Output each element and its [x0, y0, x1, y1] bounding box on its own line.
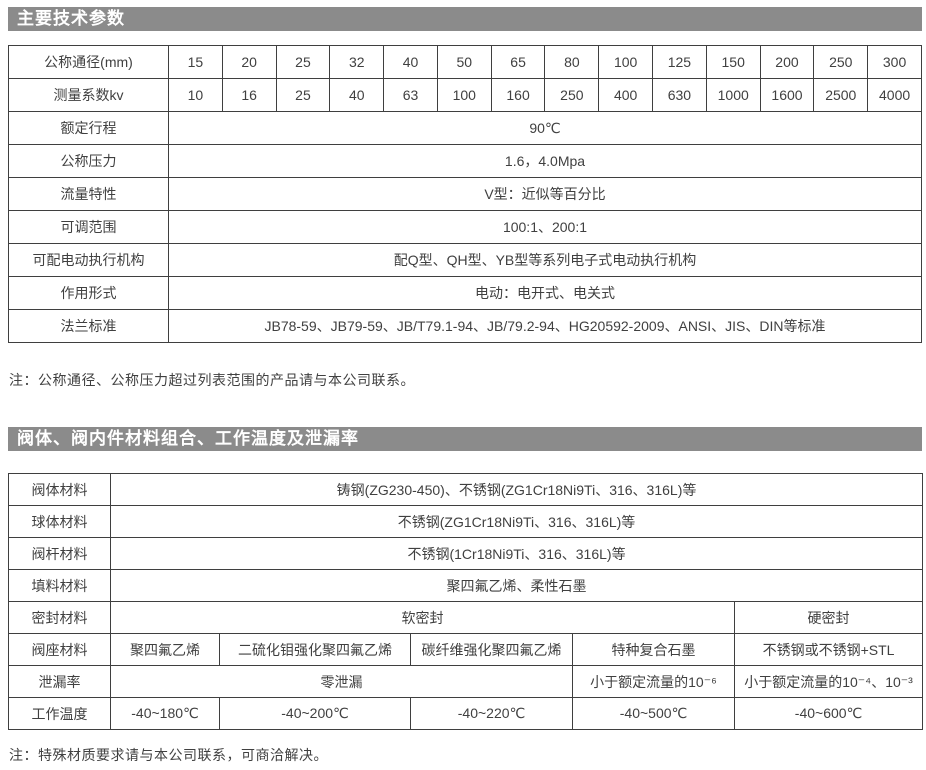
value-cell: 碳纤维强化聚四氟乙烯 — [410, 633, 573, 666]
table-row: 密封材料 软密封 硬密封 — [8, 601, 924, 634]
value-cell: 125 — [652, 45, 707, 79]
value-cell: 100 — [598, 45, 654, 79]
table-row: 球体材料 不锈钢(ZG1Cr18Ni9Ti、316、316L)等 — [8, 505, 924, 538]
value-cell: 32 — [329, 45, 385, 79]
table-row: 阀座材料 聚四氟乙烯 二硫化钼强化聚四氟乙烯 碳纤维强化聚四氟乙烯 特种复合石墨… — [8, 633, 924, 666]
value-cell: 2500 — [813, 78, 869, 112]
value-cell: 1.6，4.0Mpa — [168, 144, 922, 178]
row-header-cell: 公称压力 — [8, 144, 169, 178]
table-row: 公称压力 1.6，4.0Mpa — [8, 144, 922, 178]
row-header-cell: 测量系数kv — [8, 78, 169, 112]
value-cell: 不锈钢(ZG1Cr18Ni9Ti、316、316L)等 — [109, 505, 924, 538]
row-header-cell: 密封材料 — [8, 601, 111, 634]
value-cell: -40~180℃ — [110, 697, 220, 730]
section1-header-bar: 主要技术参数 — [8, 7, 922, 31]
value-cell: 聚四氟乙烯、柔性石墨 — [109, 569, 924, 602]
row-header-cell: 工作温度 — [8, 697, 111, 730]
row-header-cell: 泄漏率 — [8, 665, 111, 698]
main-parameters-table: 公称通径(mm) 15 20 25 32 40 50 65 80 100 125… — [8, 45, 922, 343]
value-cell: 25 — [275, 78, 331, 112]
row-header-cell: 作用形式 — [8, 276, 169, 310]
table-note-1: 注：公称通径、公称压力超过列表范围的产品请与本公司联系。 — [9, 372, 415, 388]
value-cell: JB78-59、JB79-59、JB/T79.1-94、JB/79.2-94、H… — [168, 309, 922, 343]
value-cell: 不锈钢(1Cr18Ni9Ti、316、316L)等 — [109, 537, 924, 570]
value-cell: 65 — [490, 45, 546, 79]
row-header-cell: 流量特性 — [8, 177, 169, 211]
value-cell: 630 — [652, 78, 707, 112]
table-row: 作用形式 电动：电开式、电关式 — [8, 276, 922, 310]
table-row: 阀杆材料 不锈钢(1Cr18Ni9Ti、316、316L)等 — [8, 537, 924, 570]
row-header-cell: 公称通径(mm) — [8, 45, 169, 79]
value-cell: -40~220℃ — [410, 697, 573, 730]
materials-table: 阀体材料 铸钢(ZG230-450)、不锈钢(ZG1Cr18Ni9Ti、316、… — [8, 473, 924, 730]
section2-header-bar: 阀体、阀内件材料组合、工作温度及泄漏率 — [8, 427, 922, 451]
value-cell: 100 — [436, 78, 492, 112]
value-cell: 4000 — [867, 78, 922, 112]
value-cell: 200 — [759, 45, 815, 79]
section2-title: 阀体、阀内件材料组合、工作温度及泄漏率 — [17, 429, 359, 448]
value-cell: 小于额定流量的10⁻⁴、10⁻³ — [733, 665, 924, 698]
value-cell: -40~600℃ — [733, 697, 924, 730]
table-row: 公称通径(mm) 15 20 25 32 40 50 65 80 100 125… — [8, 45, 922, 79]
row-header-cell: 阀座材料 — [8, 633, 111, 666]
value-cell: 40 — [383, 45, 438, 79]
table-row: 法兰标准 JB78-59、JB79-59、JB/T79.1-94、JB/79.2… — [8, 309, 922, 343]
table-row: 额定行程 90℃ — [8, 111, 922, 145]
table-note-2: 注：特殊材质要求请与本公司联系，可商洽解决。 — [9, 747, 328, 763]
table-row: 测量系数kv 10 16 25 40 63 100 160 250 400 63… — [8, 78, 922, 112]
value-cell: 不锈钢或不锈钢+STL — [733, 633, 924, 666]
row-header-cell: 法兰标准 — [8, 309, 169, 343]
value-cell: 400 — [598, 78, 654, 112]
section1-title: 主要技术参数 — [17, 9, 125, 28]
value-cell: 50 — [436, 45, 492, 79]
row-header-cell: 可调范围 — [8, 210, 169, 244]
value-cell: 80 — [544, 45, 600, 79]
value-cell: 16 — [221, 78, 277, 112]
value-cell: -40~500℃ — [572, 697, 735, 730]
value-cell: 零泄漏 — [110, 665, 573, 698]
table-row: 填料材料 聚四氟乙烯、柔性石墨 — [8, 569, 924, 602]
value-cell: 150 — [705, 45, 761, 79]
value-cell: 100:1、200:1 — [168, 210, 922, 244]
value-cell: 铸钢(ZG230-450)、不锈钢(ZG1Cr18Ni9Ti、316、316L)… — [109, 473, 924, 506]
value-cell: 25 — [275, 45, 331, 79]
row-header-cell: 填料材料 — [8, 569, 111, 602]
table-row: 泄漏率 零泄漏 小于额定流量的10⁻⁶ 小于额定流量的10⁻⁴、10⁻³ — [8, 665, 924, 698]
value-cell: 特种复合石墨 — [572, 633, 735, 666]
value-cell: 300 — [867, 45, 922, 79]
value-cell: 配Q型、QH型、YB型等系列电子式电动执行机构 — [168, 243, 922, 277]
value-cell: 250 — [544, 78, 600, 112]
value-cell: 63 — [383, 78, 438, 112]
table-row: 流量特性 V型：近似等百分比 — [8, 177, 922, 211]
value-cell: 二硫化钼强化聚四氟乙烯 — [219, 633, 411, 666]
value-cell: 15 — [168, 45, 223, 79]
value-cell: 40 — [329, 78, 385, 112]
table-row: 工作温度 -40~180℃ -40~200℃ -40~220℃ -40~500℃… — [8, 697, 924, 730]
value-cell: 1600 — [759, 78, 815, 112]
value-cell: V型：近似等百分比 — [168, 177, 922, 211]
value-cell: 1000 — [705, 78, 761, 112]
table-row: 可配电动执行机构 配Q型、QH型、YB型等系列电子式电动执行机构 — [8, 243, 922, 277]
value-cell: 160 — [490, 78, 546, 112]
table-row: 阀体材料 铸钢(ZG230-450)、不锈钢(ZG1Cr18Ni9Ti、316、… — [8, 473, 924, 506]
value-cell: 20 — [221, 45, 277, 79]
value-cell: 电动：电开式、电关式 — [168, 276, 922, 310]
row-header-cell: 球体材料 — [8, 505, 111, 538]
value-cell: 250 — [813, 45, 869, 79]
value-cell: 聚四氟乙烯 — [110, 633, 220, 666]
row-header-cell: 额定行程 — [8, 111, 169, 145]
value-cell: 小于额定流量的10⁻⁶ — [572, 665, 735, 698]
row-header-cell: 阀杆材料 — [8, 537, 111, 570]
value-cell: 10 — [168, 78, 223, 112]
table-row: 可调范围 100:1、200:1 — [8, 210, 922, 244]
value-cell-soft-seal: 软密封 — [110, 601, 735, 634]
value-cell-hard-seal: 硬密封 — [733, 601, 924, 634]
row-header-cell: 阀体材料 — [8, 473, 111, 506]
value-cell: -40~200℃ — [219, 697, 411, 730]
value-cell: 90℃ — [168, 111, 922, 145]
row-header-cell: 可配电动执行机构 — [8, 243, 169, 277]
